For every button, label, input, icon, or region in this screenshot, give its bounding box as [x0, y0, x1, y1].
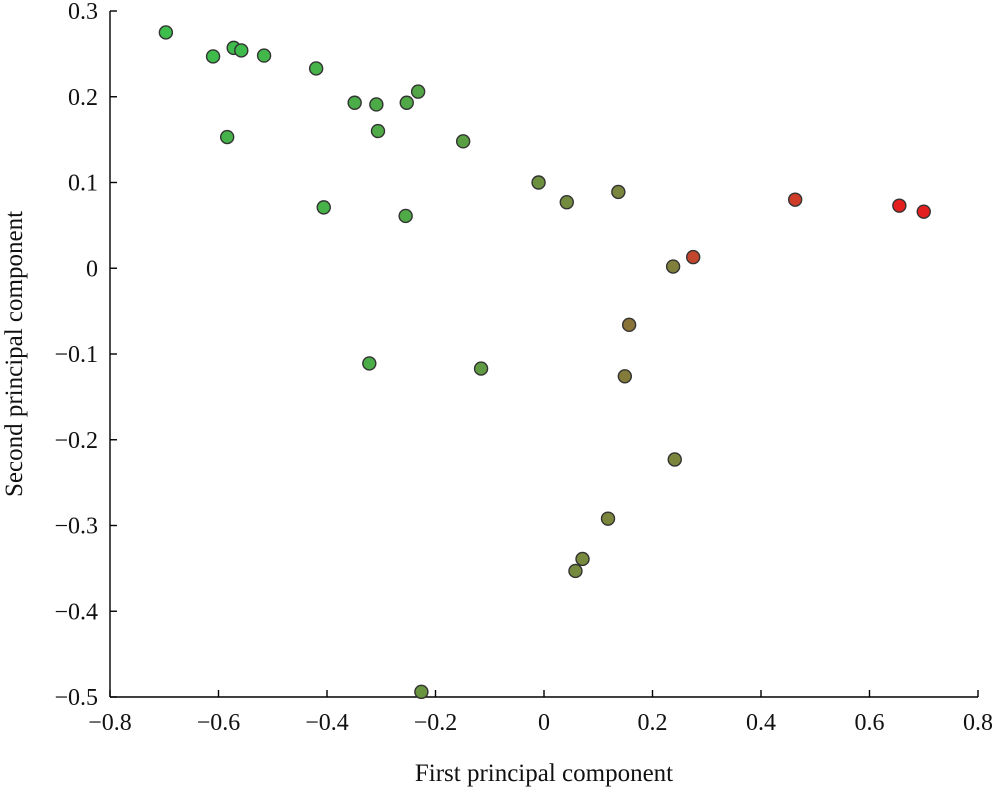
- data-point: [234, 43, 249, 58]
- y-ticks: −0.5 −0.4 −0.3 −0.2 −0.1 0 0.1 0.2 0.3: [54, 0, 117, 711]
- x-tick-label: 0.2: [638, 710, 668, 736]
- data-points: [158, 25, 931, 700]
- data-point: [600, 511, 616, 526]
- x-tick-label: −0.8: [88, 710, 132, 736]
- data-point: [667, 452, 682, 467]
- x-tick-label: −0.6: [197, 710, 241, 736]
- x-tick-label: 0.4: [746, 710, 776, 736]
- axes: [109, 11, 978, 698]
- y-tick-label: −0.2: [54, 428, 98, 454]
- y-tick-label: −0.3: [54, 514, 98, 540]
- data-point: [362, 356, 377, 371]
- y-tick-label: 0: [86, 256, 98, 282]
- data-point: [473, 361, 489, 376]
- data-point: [892, 198, 907, 213]
- data-point: [219, 129, 235, 145]
- data-point: [575, 551, 590, 567]
- x-tick-label: −0.2: [414, 710, 458, 736]
- data-point: [205, 49, 221, 64]
- data-point: [308, 61, 324, 76]
- y-tick-label: 0.1: [68, 171, 98, 197]
- data-point: [455, 134, 471, 149]
- x-tick-label: 0.8: [963, 710, 993, 736]
- data-point: [685, 249, 701, 265]
- y-tick-label: 0.3: [68, 0, 98, 25]
- data-point: [256, 48, 272, 63]
- data-point: [787, 192, 803, 207]
- x-ticks: −0.8 −0.6 −0.4 −0.2 0 0.2 0.4 0.6 0.8: [88, 690, 993, 736]
- y-axis-title: Second principal component: [1, 211, 28, 497]
- data-point: [611, 184, 626, 200]
- data-point: [316, 200, 331, 215]
- y-tick-label: −0.5: [54, 685, 98, 711]
- data-point: [559, 195, 574, 210]
- data-point: [617, 369, 633, 384]
- y-tick-label: −0.1: [54, 342, 98, 368]
- data-point: [531, 175, 546, 190]
- x-tick-label: 0: [538, 710, 550, 736]
- data-point: [347, 95, 362, 110]
- data-point: [158, 25, 174, 40]
- data-point: [916, 204, 931, 219]
- data-point: [568, 563, 583, 579]
- data-point: [398, 208, 413, 224]
- y-tick-label: −0.4: [54, 599, 98, 625]
- x-axis-title: First principal component: [415, 760, 673, 787]
- data-point: [369, 97, 384, 112]
- y-tick-label: 0.2: [68, 85, 98, 111]
- data-point: [665, 259, 681, 274]
- data-point: [410, 84, 426, 99]
- x-tick-label: 0.6: [855, 710, 885, 736]
- x-tick-label: −0.4: [305, 710, 349, 736]
- data-point: [370, 123, 386, 139]
- data-point: [414, 684, 429, 700]
- data-point: [399, 95, 414, 110]
- data-point: [621, 317, 637, 333]
